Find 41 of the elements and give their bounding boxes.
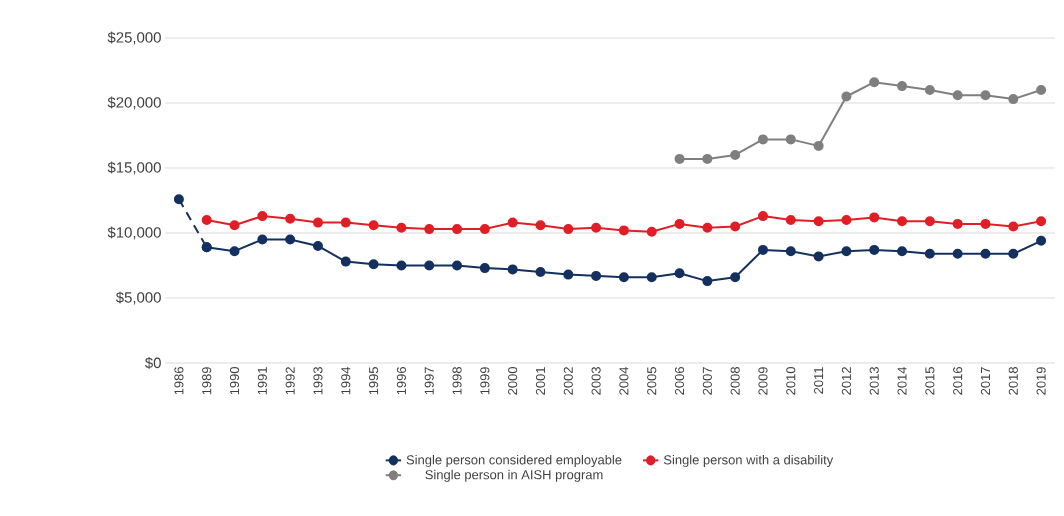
x-tick-label: 1989 <box>202 367 212 395</box>
x-tick-label: 2012 <box>841 367 851 395</box>
x-tick-label: 2009 <box>758 367 768 395</box>
x-tick-label: 1993 <box>313 367 323 395</box>
x-tick-label: 2017 <box>980 367 991 395</box>
x-tick-label: 1996 <box>396 367 406 395</box>
y-tick-label: $5,000 <box>115 291 161 305</box>
x-tick-label: 2010 <box>786 367 796 395</box>
x-tick-label: 1997 <box>424 367 434 395</box>
legend-label: Single person with a disability <box>663 454 834 468</box>
x-tick-label: 1992 <box>285 367 295 395</box>
x-tick-label: 2013 <box>869 367 879 395</box>
x-tick-label: 2019 <box>1036 367 1046 395</box>
x-tick-label: 2016 <box>953 367 963 395</box>
x-tick-label: 2014 <box>897 366 907 395</box>
x-tick-label: 2000 <box>508 367 518 395</box>
x-tick-label: 2001 <box>535 367 546 395</box>
x-tick-label: 2007 <box>702 367 712 395</box>
x-tick-label: 1999 <box>480 367 490 395</box>
x-tick-label: 1994 <box>341 366 351 395</box>
y-tick-label: $20,000 <box>107 96 161 110</box>
x-tick-label: 2002 <box>563 367 573 395</box>
x-tick-label: 1995 <box>369 367 379 395</box>
x-tick-label: 2015 <box>925 367 935 395</box>
x-tick-label: 1986 <box>174 367 184 395</box>
x-tick-label: 2003 <box>591 367 601 395</box>
x-tick-label: 2005 <box>647 367 657 395</box>
y-tick-label: $10,000 <box>107 226 161 240</box>
y-tick-label: $0 <box>145 356 161 370</box>
x-tick-label: 2004 <box>619 366 629 395</box>
x-tick-label: 2008 <box>730 367 740 395</box>
legend-label: Single person considered employable <box>406 454 622 468</box>
x-tick-label: 2011 <box>814 367 824 394</box>
legend-label: Single person in AISH program <box>425 469 603 482</box>
x-tick-label: 2006 <box>674 367 685 395</box>
x-tick-label: 1991 <box>257 367 267 395</box>
y-tick-label: $25,000 <box>107 31 161 45</box>
x-tick-label: 2018 <box>1008 367 1018 395</box>
x-tick-label: 1990 <box>229 367 240 395</box>
y-tick-label: $15,000 <box>107 161 161 175</box>
x-tick-label: 1998 <box>452 367 462 395</box>
